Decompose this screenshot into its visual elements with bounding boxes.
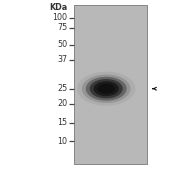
Bar	[74, 5, 147, 164]
Ellipse shape	[97, 84, 115, 94]
Text: 25: 25	[57, 84, 67, 93]
Ellipse shape	[86, 77, 127, 101]
Text: 100: 100	[52, 13, 67, 22]
Ellipse shape	[90, 79, 123, 98]
Text: 37: 37	[57, 55, 67, 65]
Text: 15: 15	[57, 118, 67, 127]
Ellipse shape	[77, 72, 135, 106]
Text: 10: 10	[57, 137, 67, 146]
Ellipse shape	[93, 81, 119, 96]
Text: 50: 50	[57, 40, 67, 49]
Text: KDa: KDa	[49, 3, 67, 12]
Text: 75: 75	[57, 23, 67, 32]
Text: 20: 20	[57, 99, 67, 108]
Ellipse shape	[82, 75, 130, 103]
